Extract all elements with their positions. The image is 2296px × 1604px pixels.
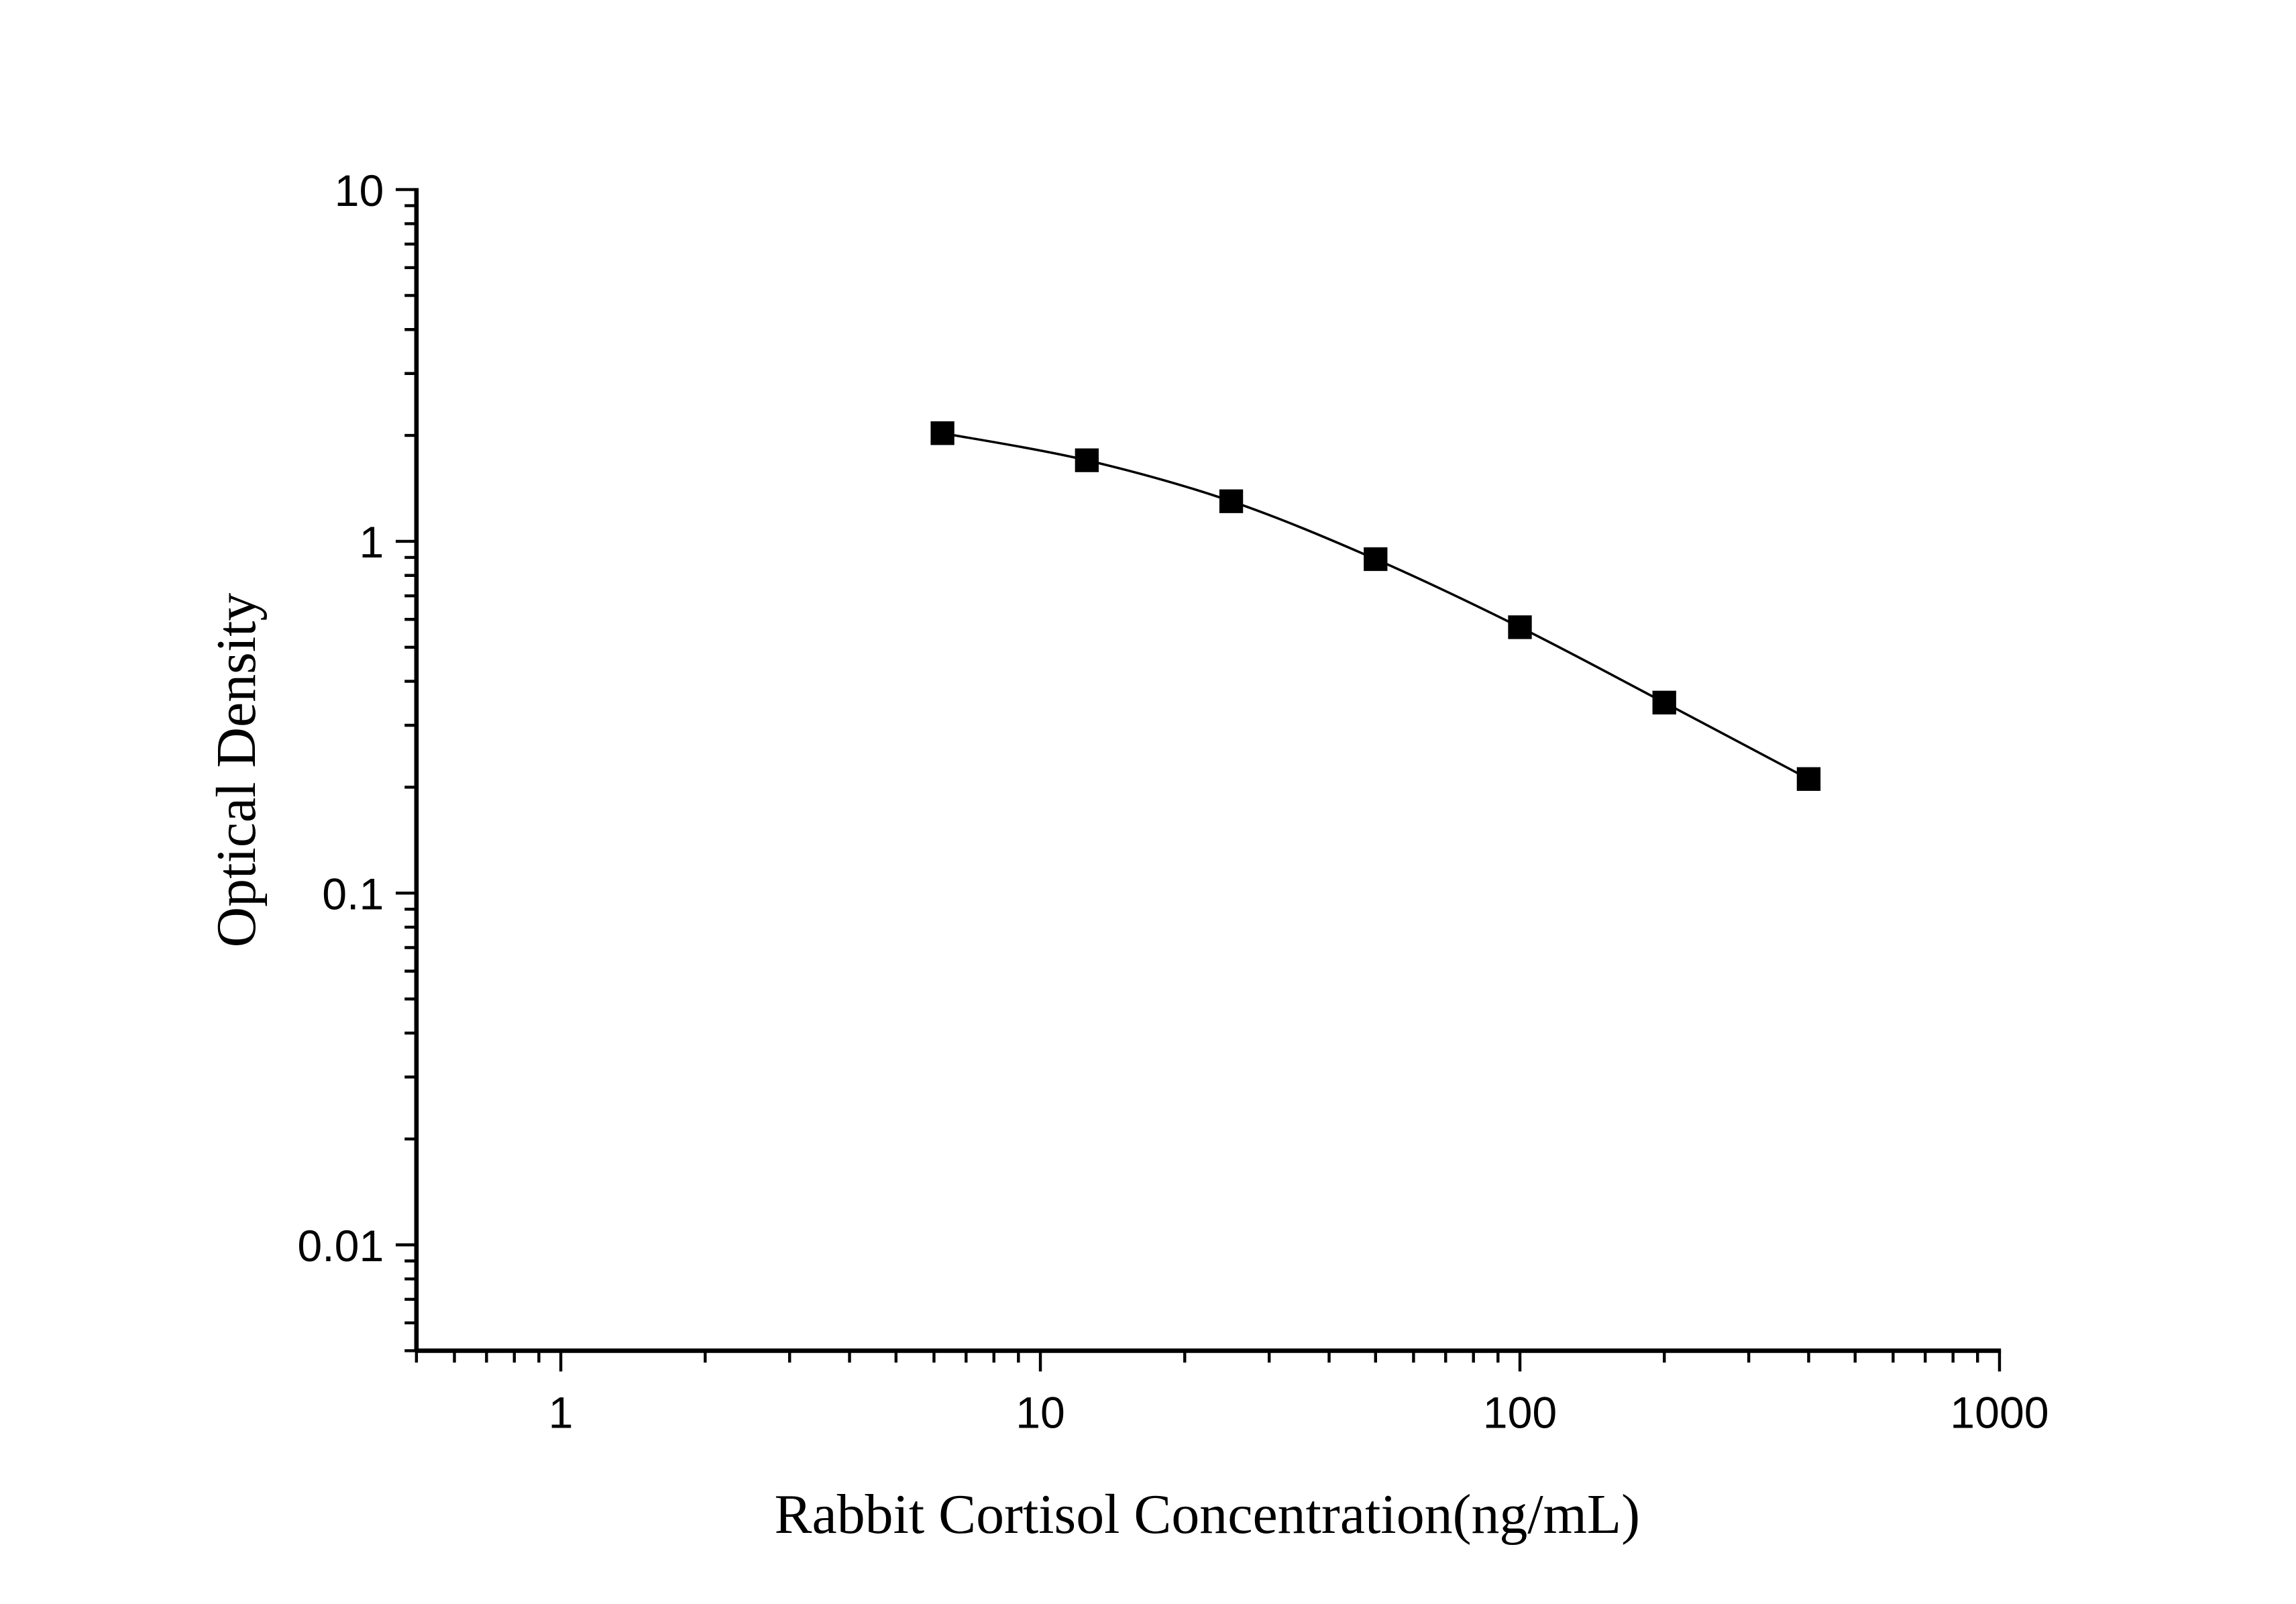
x-tick-label: 10	[1016, 1388, 1065, 1438]
x-tick-label: 100	[1483, 1388, 1557, 1438]
data-point-marker	[1652, 690, 1676, 714]
ticks: 1 10 100 1000 0.01 0.1 1 10	[297, 166, 2048, 1438]
x-tick-label: 1	[549, 1388, 573, 1438]
fit-curve	[942, 431, 1810, 780]
y-tick-label: 0.1	[322, 870, 384, 920]
y-tick-label: 0.01	[297, 1222, 384, 1271]
y-axis-title: Optical Density	[205, 593, 268, 948]
x-axis-title: Rabbit Cortisol Concentration(ng/mL)	[775, 1483, 1641, 1546]
x-tick-label: 1000	[1950, 1388, 2048, 1438]
data-point-marker	[1075, 448, 1099, 472]
data-point-marker	[1364, 547, 1388, 572]
y-tick-label: 10	[335, 166, 384, 216]
y-tick-label: 1	[359, 518, 384, 568]
data-point-marker	[1796, 767, 1821, 791]
axes	[414, 188, 2002, 1353]
data-point-marker	[1508, 615, 1532, 639]
data-point-marker	[1219, 489, 1244, 513]
series	[930, 421, 1821, 791]
data-point-marker	[930, 421, 954, 445]
